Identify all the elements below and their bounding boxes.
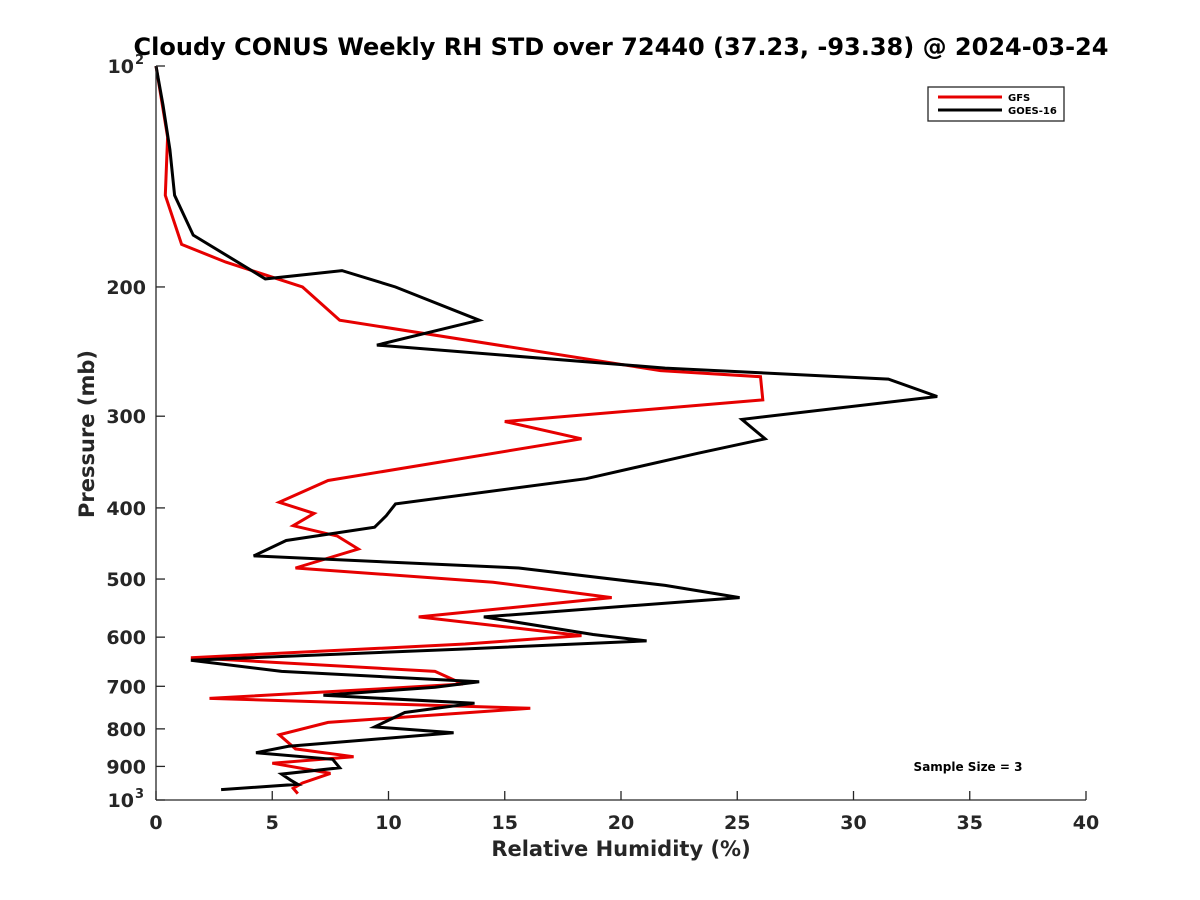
x-tick-label: 40 [1073,812,1099,834]
y-tick-label-exponent: 3 [135,787,144,802]
y-tick-label: 300 [106,406,146,428]
y-tick-label-exponent: 2 [135,53,144,68]
chart-title: Cloudy CONUS Weekly RH STD over 72440 (3… [134,33,1109,61]
x-tick-label: 0 [149,812,162,834]
x-axis-label: Relative Humidity (%) [491,837,750,861]
x-tick-label: 30 [840,812,866,834]
series-group [154,65,938,795]
x-tick-label: 25 [724,812,750,834]
y-tick-label: 600 [106,627,146,649]
y-tick-label: 10 [108,56,134,78]
y-tick-label: 900 [106,756,146,778]
legend-label: GOES-16 [1008,106,1057,117]
plot-area [154,65,938,795]
y-tick-label: 500 [106,569,146,591]
sample-size-annotation: Sample Size = 3 [914,760,1023,774]
legend-label: GFS [1008,93,1030,104]
y-tick-label: 200 [106,277,146,299]
y-tick-label: 10 [108,790,134,812]
x-tick-label: 20 [608,812,634,834]
x-tick-label: 15 [492,812,518,834]
tick-marks [155,65,1087,801]
x-tick-label: 35 [957,812,983,834]
y-axis-label: Pressure (mb) [75,350,99,518]
legend-box [927,86,1065,122]
x-tick-label: 5 [266,812,279,834]
x-tick-label: 10 [375,812,401,834]
series-line-goes-16 [154,65,938,792]
y-tick-label: 400 [106,498,146,520]
axes [155,66,1086,801]
y-tick-label: 800 [106,719,146,741]
series-line-gfs [154,65,765,795]
legend: GFS GOES-16 [927,86,1065,122]
y-tick-label: 700 [106,676,146,698]
